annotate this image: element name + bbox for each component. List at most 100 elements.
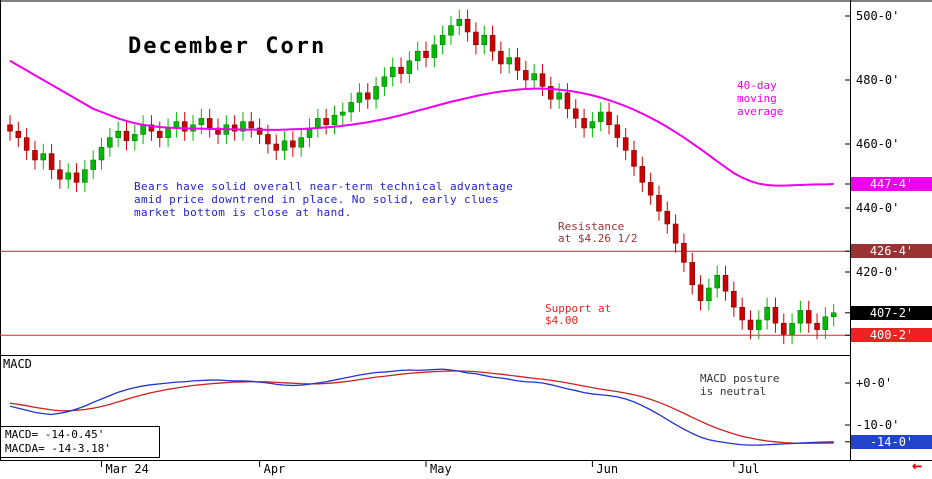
candle-body <box>830 312 837 318</box>
moving-average-label: 40-day moving average <box>737 79 784 118</box>
candle-body <box>57 169 63 180</box>
axis-tick-label: 420-0' <box>856 265 900 279</box>
candle-body <box>265 134 271 145</box>
axis-tick-label: 460-0' <box>856 137 900 151</box>
axis-tick-label: 440-0' <box>856 201 900 215</box>
candle-body <box>606 111 612 126</box>
candle-body <box>814 322 820 330</box>
candle-body <box>805 310 812 324</box>
candle-body <box>556 92 562 100</box>
candle-body <box>731 290 737 308</box>
candle-body <box>381 76 388 87</box>
candle-body <box>539 73 546 87</box>
price-badge: 426-4' <box>851 244 932 258</box>
candle-body <box>157 130 163 138</box>
candle-body <box>781 322 787 335</box>
candle-body <box>23 137 30 151</box>
candle-body <box>340 111 346 116</box>
candle-body <box>631 150 637 167</box>
macd-panel-title: MACD <box>3 357 32 371</box>
candle-body <box>315 118 321 129</box>
candle-body <box>98 146 105 161</box>
macd-macda-line <box>9 370 834 444</box>
candle-body <box>597 111 604 122</box>
candle-body <box>706 287 712 302</box>
candle-body <box>722 274 729 292</box>
candle-body <box>622 137 629 151</box>
candle-body <box>298 137 304 148</box>
candle-body <box>456 18 463 26</box>
axis-tick-label: +0-0' <box>856 376 893 390</box>
candle-body <box>797 310 804 324</box>
candle-body <box>356 92 363 103</box>
candle-body <box>231 124 238 132</box>
candle-body <box>165 127 171 138</box>
candle-body <box>256 127 263 135</box>
chart-title: December Corn <box>128 34 327 59</box>
candle-body <box>423 50 429 58</box>
candle-body <box>107 137 113 148</box>
candle-body <box>564 92 571 110</box>
candle-body <box>248 121 255 129</box>
candle-body <box>573 108 579 119</box>
macda-value: MACDA= -14-3.18' <box>5 442 111 455</box>
candle-body <box>348 102 354 113</box>
candle-body <box>473 31 479 46</box>
candle-body <box>764 306 770 321</box>
candle-body <box>115 130 121 138</box>
month-label: May <box>430 462 452 476</box>
candle-body <box>489 34 496 52</box>
candle-body <box>273 143 279 151</box>
candle-body <box>82 169 88 183</box>
candle-body <box>822 316 829 330</box>
candle-body <box>789 322 795 335</box>
candle-body <box>481 34 487 46</box>
month-label: Apr <box>263 462 286 476</box>
candle-body <box>373 86 379 100</box>
candle-body <box>7 124 13 132</box>
macd-macd-line <box>9 368 834 446</box>
candle-body <box>323 118 329 126</box>
candle-body <box>132 134 138 142</box>
macd-posture-note: MACD posture is neutral <box>700 372 780 398</box>
price-badge: 447-4' <box>851 177 932 191</box>
candle-body <box>206 118 213 129</box>
candle-body <box>365 92 371 100</box>
candle-body <box>290 140 296 148</box>
candle-body <box>589 121 596 129</box>
candle-body <box>448 25 454 36</box>
candle-body <box>681 242 687 263</box>
candle-body <box>73 172 80 183</box>
scroll-left-arrow-icon[interactable]: ← <box>912 456 923 476</box>
candle-body <box>331 114 338 126</box>
candle-body <box>281 140 288 151</box>
candle-body <box>523 70 529 81</box>
candle-body <box>689 262 695 286</box>
month-label: Jun <box>596 462 619 476</box>
macd-readout-box: MACD= -14-0.45' MACDA= -14-3.18' <box>0 426 160 458</box>
candle-body <box>414 50 421 62</box>
axis-tick-label: 480-0' <box>856 73 900 87</box>
candle-body <box>656 194 662 212</box>
month-label: Mar 24 <box>105 462 149 476</box>
candle-body <box>697 284 704 302</box>
candle-body <box>772 306 779 324</box>
candle-body <box>398 66 404 74</box>
candle-body <box>647 182 654 196</box>
candle-body <box>506 57 512 65</box>
candle-body <box>90 159 96 170</box>
candle-body <box>514 57 521 71</box>
price-badge: -14-0' <box>851 435 932 449</box>
axis-tick-label: 500-0' <box>856 9 900 23</box>
candle-body <box>664 210 671 225</box>
candle-body <box>32 150 38 161</box>
ma-40-line <box>9 59 834 187</box>
candle-body <box>140 124 146 135</box>
candle-body <box>240 121 246 132</box>
commentary-note: Bears have solid overall near-term techn… <box>134 180 514 219</box>
candle-body <box>498 50 504 65</box>
axis-tick-label: -10-0' <box>856 418 900 432</box>
candle-body <box>389 66 396 78</box>
candle-body <box>431 44 438 58</box>
